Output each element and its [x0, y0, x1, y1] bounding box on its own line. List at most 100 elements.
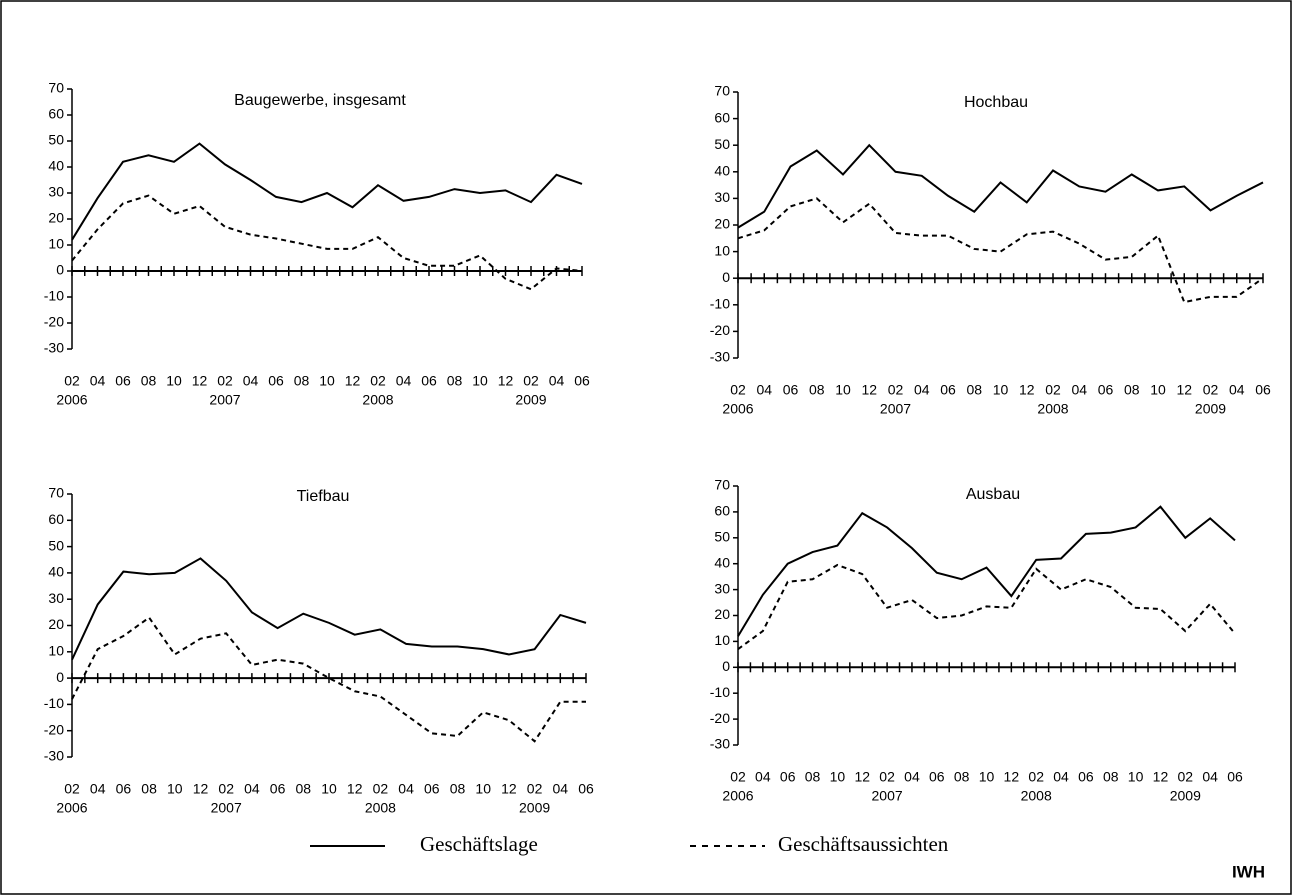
y-tick-label: 10 [48, 236, 64, 252]
y-tick-label: 10 [48, 643, 64, 659]
x-tick-label: 10 [1128, 769, 1144, 785]
x-tick-label: 10 [830, 769, 846, 785]
x-tick-label: 10 [319, 373, 335, 389]
x-tick-label: 08 [296, 781, 312, 797]
y-tick-label: 50 [48, 132, 64, 148]
x-year-label: 2008 [362, 392, 393, 408]
y-tick-label: -30 [710, 349, 730, 365]
series-line [737, 197, 1264, 304]
x-tick-label: 06 [574, 373, 590, 389]
x-tick-label: 06 [578, 781, 594, 797]
x-tick-label: 04 [904, 769, 920, 785]
x-year-label: 2008 [1037, 401, 1068, 417]
y-tick-label: -20 [44, 314, 64, 330]
x-tick-label: 04 [1229, 382, 1245, 398]
y-tick-label: 50 [48, 537, 64, 553]
x-year-label: 2007 [872, 788, 903, 804]
x-tick-label: 10 [993, 382, 1009, 398]
x-tick-label: 08 [141, 781, 157, 797]
x-year-label: 2006 [722, 401, 753, 417]
x-tick-label: 06 [929, 769, 945, 785]
chart-title: Baugewerbe, insgesamt [234, 92, 406, 109]
x-tick-label: 12 [1019, 382, 1035, 398]
x-tick-label: 08 [450, 781, 466, 797]
x-tick-label: 04 [243, 373, 259, 389]
x-tick-label: 04 [755, 769, 771, 785]
x-tick-label: 08 [1124, 382, 1140, 398]
y-tick-label: -30 [44, 340, 64, 356]
y-tick-label: 20 [48, 616, 64, 632]
x-tick-label: 04 [396, 373, 412, 389]
x-tick-label: 04 [756, 382, 772, 398]
x-year-label: 2009 [515, 392, 546, 408]
x-tick-label: 04 [398, 781, 414, 797]
y-tick-label: 20 [48, 210, 64, 226]
x-tick-label: 08 [447, 373, 463, 389]
y-tick-label: 10 [714, 632, 730, 648]
x-tick-label: 02 [1045, 382, 1061, 398]
x-tick-label: 12 [498, 373, 514, 389]
x-tick-label: 02 [217, 373, 233, 389]
x-tick-label: 10 [472, 373, 488, 389]
chart-title: Ausbau [966, 486, 1020, 503]
y-tick-label: 40 [714, 554, 730, 570]
x-tick-label: 02 [888, 382, 904, 398]
y-tick-label: -10 [710, 684, 730, 700]
x-tick-label: 08 [141, 373, 157, 389]
x-tick-label: 06 [270, 781, 286, 797]
series-line [737, 505, 1236, 637]
y-tick-label: 60 [48, 106, 64, 122]
y-tick-label: -10 [710, 296, 730, 312]
x-tick-label: 08 [1103, 769, 1119, 785]
y-tick-label: 60 [714, 503, 730, 519]
x-year-label: 2007 [211, 800, 242, 816]
x-tick-label: 08 [805, 769, 821, 785]
x-tick-label: 02 [730, 769, 746, 785]
y-tick-label: 0 [56, 262, 64, 278]
x-tick-label: 12 [861, 382, 877, 398]
y-tick-label: -30 [710, 736, 730, 752]
x-tick-label: 06 [116, 781, 132, 797]
x-tick-label: 12 [854, 769, 870, 785]
y-tick-label: 30 [48, 590, 64, 606]
x-tick-label: 10 [835, 382, 851, 398]
x-tick-label: 10 [1150, 382, 1166, 398]
x-tick-label: 04 [90, 781, 106, 797]
series-line [71, 142, 583, 241]
x-tick-label: 06 [1227, 769, 1243, 785]
series-line [737, 143, 1264, 229]
x-year-label: 2008 [365, 800, 396, 816]
x-tick-label: 06 [1078, 769, 1094, 785]
y-tick-label: 40 [48, 158, 64, 174]
series-line [737, 563, 1236, 650]
x-tick-label: 02 [218, 781, 234, 797]
x-tick-label: 12 [1153, 769, 1169, 785]
x-tick-label: 12 [345, 373, 361, 389]
x-tick-label: 06 [424, 781, 440, 797]
x-tick-label: 02 [523, 373, 539, 389]
x-tick-label: 02 [527, 781, 543, 797]
x-tick-label: 06 [1255, 382, 1271, 398]
x-tick-label: 04 [244, 781, 260, 797]
y-tick-label: 10 [714, 242, 730, 258]
x-tick-label: 06 [421, 373, 437, 389]
y-tick-label: 0 [722, 269, 730, 285]
x-tick-label: 06 [115, 373, 131, 389]
y-tick-label: -20 [44, 721, 64, 737]
x-tick-label: 04 [549, 373, 565, 389]
x-year-label: 2006 [56, 800, 87, 816]
y-tick-label: 70 [714, 477, 730, 493]
x-tick-label: 02 [1178, 769, 1194, 785]
x-tick-label: 10 [167, 781, 183, 797]
series-line [71, 557, 587, 661]
x-tick-label: 08 [809, 382, 825, 398]
y-tick-label: 60 [48, 511, 64, 527]
x-tick-label: 04 [90, 373, 106, 389]
y-tick-label: 30 [714, 580, 730, 596]
y-tick-label: 50 [714, 529, 730, 545]
x-tick-label: 08 [954, 769, 970, 785]
x-tick-label: 12 [501, 781, 517, 797]
x-tick-label: 10 [475, 781, 491, 797]
y-tick-label: 0 [56, 669, 64, 685]
x-tick-label: 10 [321, 781, 337, 797]
